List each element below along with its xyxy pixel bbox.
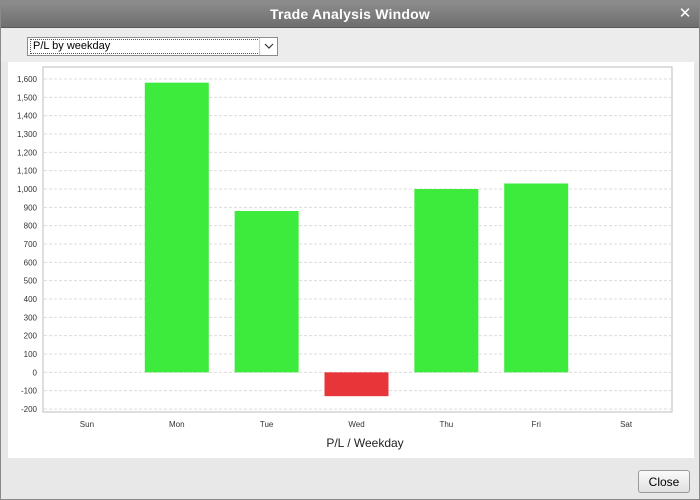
y-tick-label: 900 [24,203,38,212]
y-tick-label: 700 [24,240,38,249]
y-tick-label: 300 [24,313,38,322]
report-type-selected-value: P/L by weekday [30,39,260,54]
pl-by-weekday-chart: -200 -100 0 100 200 300 400 500 600 700 800 900 1,00… [17,66,673,450]
bar-wed [324,372,389,397]
close-icon[interactable]: ✕ [678,5,692,22]
y-tick-label: 600 [24,258,38,267]
bar-thu [414,189,479,373]
y-tick-label: 1,500 [17,93,38,102]
x-tick-label: Tue [260,420,274,429]
y-tick-label: 1,600 [17,75,38,84]
dropdown-button[interactable] [259,38,277,55]
toolbar: P/L by weekday [1,29,699,62]
close-button[interactable]: Close [638,470,690,493]
y-tick-label: 1,400 [17,112,38,121]
plot-area [42,66,673,413]
x-tick-label: Sun [80,420,94,429]
y-tick-label: 0 [33,368,38,377]
window-title: Trade Analysis Window [270,6,430,22]
y-tick-label: 1,300 [17,130,38,139]
y-tick-label: 200 [24,332,38,341]
y-tick-label: 400 [24,295,38,304]
x-axis-label: P/L / Weekday [326,436,403,450]
x-axis-tick-labels: Sun Mon Tue Wed Thu Fri Sat [80,420,633,429]
title-bar[interactable]: Trade Analysis Window ✕ [1,1,699,28]
y-tick-label: -200 [21,405,38,414]
x-tick-label: Thu [439,420,453,429]
y-tick-label: 1,200 [17,148,38,157]
bar-mon [144,82,209,373]
y-tick-label: 1,100 [17,167,38,176]
bar-tue [234,211,299,373]
y-axis-tick-labels: -200 -100 0 100 200 300 400 500 600 700 800 900 1,00… [17,75,38,414]
chart-panel: -200 -100 0 100 200 300 400 500 600 700 800 900 1,00… [8,62,694,458]
y-tick-label: 800 [24,222,38,231]
x-tick-label: Sat [620,420,633,429]
x-tick-label: Wed [348,420,364,429]
footer: Close [1,459,699,499]
x-tick-label: Fri [532,420,542,429]
y-tick-label: 100 [24,350,38,359]
x-tick-label: Mon [169,420,185,429]
chevron-down-icon [264,43,274,49]
bar-series [144,82,569,397]
report-type-dropdown[interactable]: P/L by weekday [27,37,278,56]
y-tick-label: 500 [24,277,38,286]
y-tick-label: 1,000 [17,185,38,194]
bar-fri [504,183,569,373]
y-tick-label: -100 [21,387,38,396]
